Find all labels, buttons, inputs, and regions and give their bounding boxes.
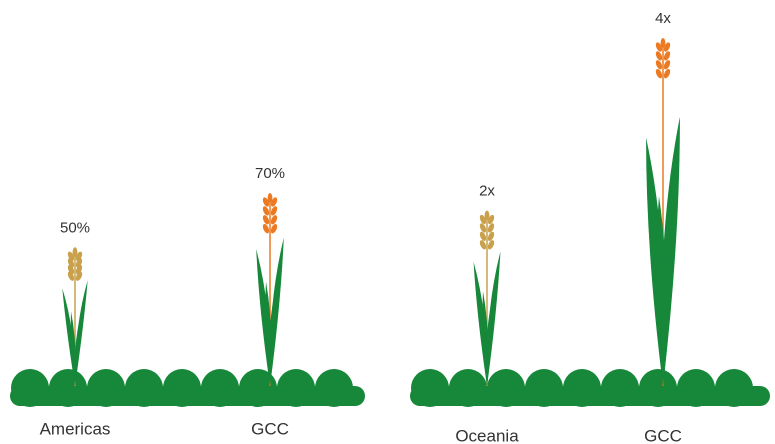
kernel <box>487 214 495 225</box>
kernel <box>479 240 487 250</box>
kernel <box>663 69 671 79</box>
category-label: Americas <box>40 419 111 438</box>
kernel <box>484 210 490 221</box>
kernel <box>270 215 278 225</box>
kernel <box>262 215 270 225</box>
ground-mound <box>49 369 87 407</box>
leaf <box>659 213 671 386</box>
leaf <box>74 318 81 386</box>
ground-mound <box>411 369 449 407</box>
ground-mound <box>601 369 639 407</box>
kernel <box>262 197 270 207</box>
ground-mound <box>239 369 277 407</box>
kernel <box>270 224 278 234</box>
plant <box>256 193 284 386</box>
ground-mound <box>315 369 353 407</box>
kernel <box>72 247 78 258</box>
kernel <box>663 60 671 70</box>
kernel <box>267 193 273 203</box>
plant <box>646 38 680 387</box>
kernel <box>487 223 495 233</box>
kernel <box>655 69 663 79</box>
ground-mound <box>525 369 563 407</box>
kernel <box>262 206 270 216</box>
ground-mound <box>87 369 125 407</box>
kernel <box>67 271 75 281</box>
category-label: GCC <box>644 426 682 444</box>
value-label: 2x <box>479 182 495 199</box>
kernel <box>479 214 487 225</box>
leaf <box>268 291 276 386</box>
kernel <box>479 223 487 233</box>
kernel <box>663 42 671 52</box>
kernel <box>479 231 487 242</box>
kernel <box>663 51 671 61</box>
kernel <box>655 60 663 70</box>
ground-mound <box>487 369 525 407</box>
category-label: Oceania <box>455 426 519 444</box>
kernel <box>487 231 495 242</box>
leaf <box>486 299 493 386</box>
plant <box>62 247 88 386</box>
kernel <box>655 42 663 52</box>
leaf <box>62 288 76 386</box>
kernel <box>75 271 83 281</box>
ground <box>410 369 770 407</box>
kernel <box>270 206 278 216</box>
ground-mound <box>11 369 49 407</box>
ground-mound <box>449 369 487 407</box>
leaf <box>256 249 271 386</box>
kernel <box>487 240 495 250</box>
ground-mound <box>277 369 315 407</box>
ground-mound <box>715 369 753 407</box>
ground-mound <box>163 369 201 407</box>
value-label: 4x <box>655 10 671 27</box>
ground-mound <box>125 369 163 407</box>
ground-mound <box>639 369 677 407</box>
ground-mound <box>677 369 715 407</box>
ground <box>10 369 365 407</box>
kernel <box>655 51 663 61</box>
value-label: 70% <box>255 165 285 182</box>
ground-mound <box>201 369 239 407</box>
plant <box>473 210 501 386</box>
leaf <box>473 261 488 386</box>
kernel <box>270 197 278 207</box>
value-label: 50% <box>60 219 90 236</box>
ground-mound <box>563 369 601 407</box>
kernel <box>660 38 666 48</box>
category-label: GCC <box>251 419 289 438</box>
kernel <box>262 224 270 234</box>
